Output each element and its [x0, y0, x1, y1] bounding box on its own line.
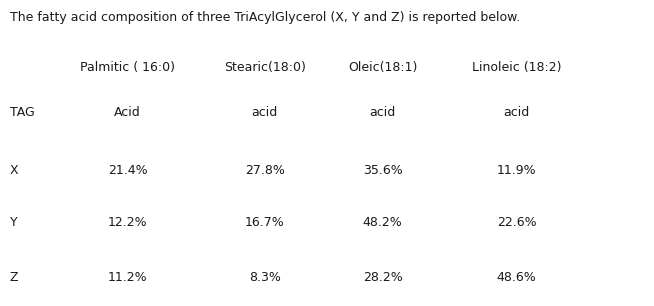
Text: 16.7%: 16.7%: [245, 216, 284, 229]
Text: 48.6%: 48.6%: [497, 271, 536, 284]
Text: acid: acid: [252, 106, 278, 118]
Text: 11.9%: 11.9%: [497, 164, 536, 177]
Text: 35.6%: 35.6%: [363, 164, 402, 177]
Text: Z: Z: [10, 271, 18, 284]
Text: Palmitic ( 16:0): Palmitic ( 16:0): [80, 61, 175, 74]
Text: 12.2%: 12.2%: [108, 216, 147, 229]
Text: 11.2%: 11.2%: [108, 271, 147, 284]
Text: Oleic(18:1): Oleic(18:1): [348, 61, 417, 74]
Text: TAG: TAG: [10, 106, 35, 118]
Text: 28.2%: 28.2%: [363, 271, 402, 284]
Text: X: X: [10, 164, 18, 177]
Text: The fatty acid composition of three TriAcylGlycerol (X, Y and Z) is reported bel: The fatty acid composition of three TriA…: [10, 11, 520, 24]
Text: Linoleic (18:2): Linoleic (18:2): [472, 61, 561, 74]
Text: acid: acid: [370, 106, 396, 118]
Text: 22.6%: 22.6%: [497, 216, 536, 229]
Text: acid: acid: [504, 106, 530, 118]
Text: Y: Y: [10, 216, 18, 229]
Text: 21.4%: 21.4%: [108, 164, 147, 177]
Text: Acid: Acid: [114, 106, 141, 118]
Text: 48.2%: 48.2%: [363, 216, 402, 229]
Text: 27.8%: 27.8%: [245, 164, 284, 177]
Text: Stearic(18:0): Stearic(18:0): [224, 61, 306, 74]
Text: 8.3%: 8.3%: [249, 271, 281, 284]
